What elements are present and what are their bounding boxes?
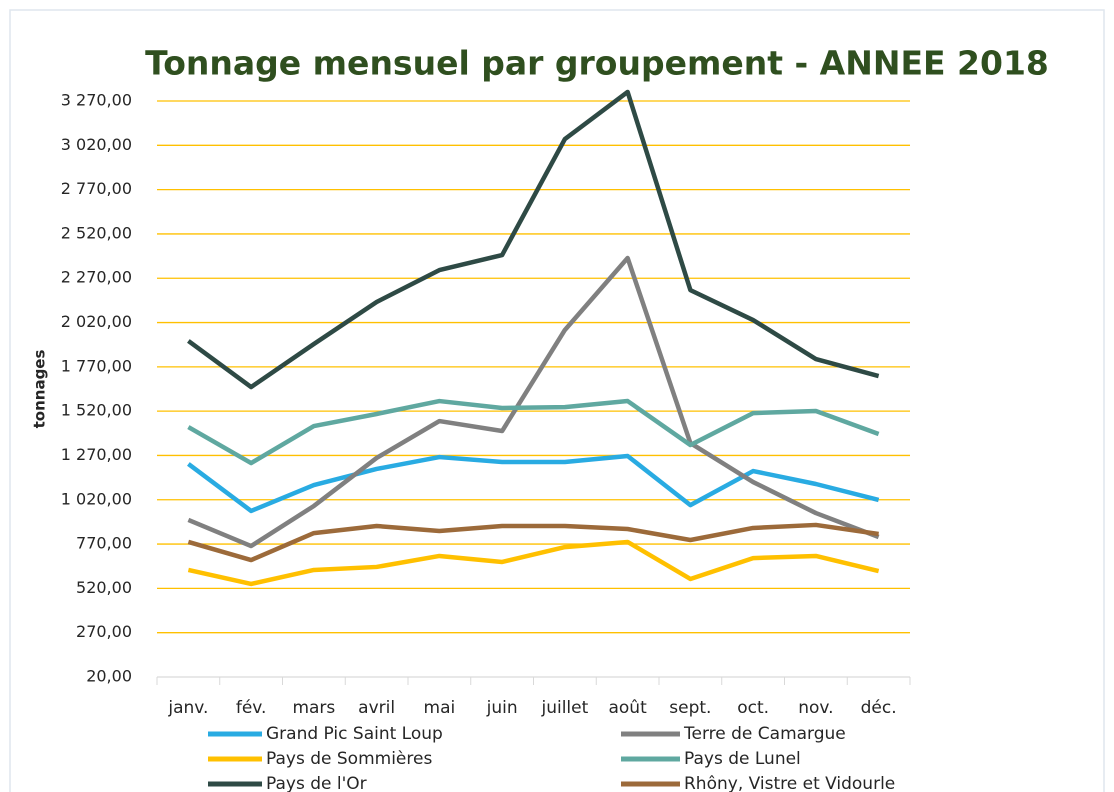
legend-label: Terre de Camargue [683, 724, 846, 744]
y-tick-label: 1 270,00 [61, 445, 132, 464]
y-tick-label: 520,00 [76, 578, 132, 597]
legend-label: Rhôny, Vistre et Vidourle [684, 774, 895, 792]
y-tick-label: 2 020,00 [61, 312, 132, 331]
x-tick-label: sept. [669, 698, 711, 718]
x-tick-label: nov. [798, 698, 833, 718]
legend-label: Pays de Lunel [684, 749, 801, 769]
series-line [187, 255, 880, 549]
x-tick-label: avril [358, 698, 395, 718]
y-tick-label: 2 270,00 [61, 268, 132, 287]
y-tick-label: 2 520,00 [61, 223, 132, 242]
plot-area [187, 89, 880, 587]
legend-label: Grand Pic Saint Loup [266, 724, 443, 744]
chart-border [9, 9, 1105, 792]
chart-title: Tonnage mensuel par groupement - ANNEE 2… [145, 44, 1049, 83]
x-tick-label: oct. [737, 698, 769, 718]
x-tick-label: fév. [236, 698, 267, 718]
y-tick-label: 270,00 [76, 622, 132, 641]
x-tick-label: mars [292, 698, 335, 718]
y-axis-label: tonnages [31, 350, 49, 429]
series-line [187, 453, 880, 514]
y-tick-label: 3 270,00 [61, 91, 132, 110]
series-line [187, 539, 880, 587]
x-tick-label: juillet [540, 698, 588, 718]
y-tick-label: 1 020,00 [61, 489, 132, 508]
x-tick-label: juin [486, 698, 518, 718]
y-tick-label: 1 770,00 [61, 356, 132, 375]
x-tick-label: août [608, 698, 647, 718]
y-tick-label: 770,00 [76, 534, 132, 553]
y-tick-label: 2 770,00 [61, 179, 132, 198]
series-line [187, 522, 879, 563]
y-tick-label: 1 520,00 [61, 401, 132, 420]
x-tick-label: janv. [167, 698, 208, 718]
x-tick-label: mai [424, 698, 456, 718]
x-tick-label: déc. [861, 698, 897, 718]
series-line [187, 398, 880, 466]
series-line [187, 89, 880, 390]
legend-label: Pays de Sommières [266, 749, 432, 769]
y-tick-label: 3 020,00 [61, 135, 132, 154]
legend-label: Pays de l'Or [266, 774, 367, 792]
y-tick-label: 20,00 [86, 667, 132, 686]
